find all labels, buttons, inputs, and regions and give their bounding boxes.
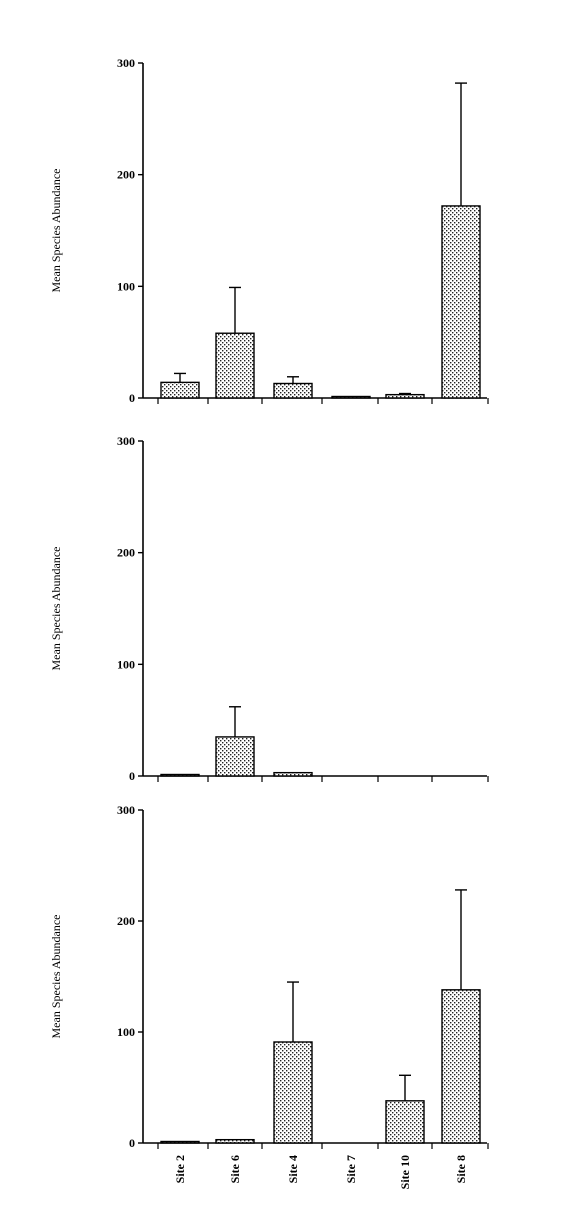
bar-site-8 xyxy=(441,205,481,399)
y-tick-label: 100 xyxy=(117,1025,135,1039)
y-axis-label: Mean Species Abundance xyxy=(49,915,63,1039)
y-tick-label: 0 xyxy=(129,391,135,405)
y-tick-label: 200 xyxy=(117,914,135,928)
x-tick-label: Site 10 xyxy=(398,1155,412,1189)
y-tick-label: 200 xyxy=(117,546,135,560)
bar-site-4 xyxy=(273,1041,313,1144)
x-tick-label: Site 8 xyxy=(454,1155,468,1183)
y-tick-label: 100 xyxy=(117,279,135,293)
x-tick-label: Site 4 xyxy=(286,1155,300,1183)
x-tick-label: Site 2 xyxy=(173,1155,187,1183)
y-tick-label: 100 xyxy=(117,657,135,671)
chart-panel-1: 0 100 200 300 Mean Species Abundance xyxy=(49,56,489,405)
y-tick-label: 300 xyxy=(117,803,135,817)
x-tick-label: Site 7 xyxy=(344,1155,358,1183)
y-axis-label: Mean Species Abundance xyxy=(49,547,63,671)
y-tick-label: 0 xyxy=(129,769,135,783)
bar-site-2 xyxy=(160,381,200,399)
y-axis-label: Mean Species Abundance xyxy=(49,169,63,293)
bar-site-4 xyxy=(273,771,313,777)
bar-site-4 xyxy=(273,382,313,399)
bar-site-6 xyxy=(215,736,255,777)
bar-site-6 xyxy=(215,332,255,399)
bar-site-2 xyxy=(160,773,200,777)
y-tick-label: 300 xyxy=(117,434,135,448)
bar-site-10 xyxy=(385,393,425,399)
bar-site-10 xyxy=(385,1100,425,1144)
bar-site-2 xyxy=(160,1140,200,1144)
chart-panel-2: 0 100 200 300 Mean Species Abundance xyxy=(49,434,489,783)
y-tick-label: 0 xyxy=(129,1136,135,1150)
bar-site-8 xyxy=(441,989,481,1144)
bar-site-7 xyxy=(331,395,371,399)
x-tick-label: Site 6 xyxy=(228,1155,242,1183)
chart-panel-3: 0 100 200 300 Mean Species Abundance Site 2 Si… xyxy=(49,803,489,1189)
y-tick-label: 200 xyxy=(117,168,135,182)
bar-site-6 xyxy=(215,1138,255,1144)
y-tick-label: 300 xyxy=(117,56,135,70)
